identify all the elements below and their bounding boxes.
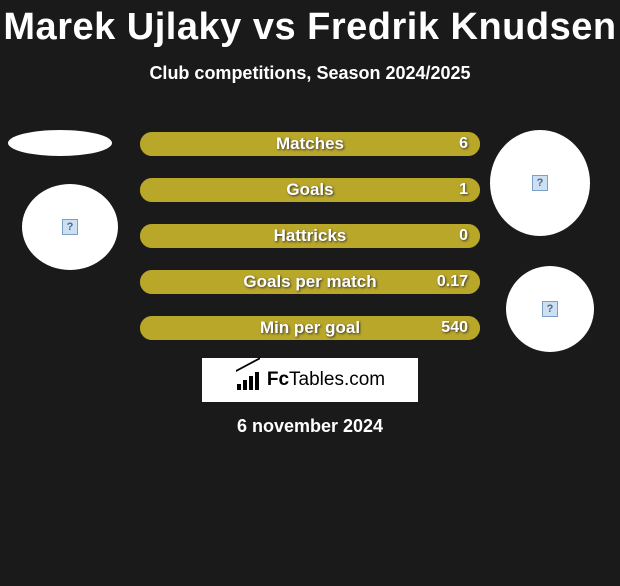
page-title: Marek Ujlaky vs Fredrik Knudsen [0,6,620,49]
chart-row-goals-per-match: Goals per match 0.17 [140,270,480,294]
chart-value: 1 [459,178,468,202]
fctables-brand-rest: Tables.com [289,369,385,390]
chart-label: Goals per match [140,270,480,294]
decor-circle-right-bottom [506,266,594,352]
decor-circle-right-top [490,130,590,236]
decor-circle-left [22,184,118,270]
chart-row-hattricks: Hattricks 0 [140,224,480,248]
chart-row-matches: Matches 6 [140,132,480,156]
page-subtitle: Club competitions, Season 2024/2025 [0,63,620,84]
chart-value: 540 [441,316,468,340]
fctables-brand-bold: Fc [267,369,289,390]
chart-label: Hattricks [140,224,480,248]
chart-value: 0.17 [437,270,468,294]
decor-ellipse-top-left [8,130,112,156]
broken-image-icon [62,219,78,235]
fctables-badge: FcTables.com [202,358,418,402]
fctables-brand-text: FcTables.com [267,369,385,391]
fctables-logo-icon [235,370,261,390]
comparison-chart: Matches 6 Goals 1 Hattricks 0 Goals per … [140,132,480,362]
broken-image-icon [542,301,558,317]
chart-label: Matches [140,132,480,156]
chart-label: Min per goal [140,316,480,340]
chart-row-min-per-goal: Min per goal 540 [140,316,480,340]
chart-value: 0 [459,224,468,248]
chart-value: 6 [459,132,468,156]
chart-row-goals: Goals 1 [140,178,480,202]
snapshot-date: 6 november 2024 [0,416,620,437]
chart-label: Goals [140,178,480,202]
broken-image-icon [532,175,548,191]
